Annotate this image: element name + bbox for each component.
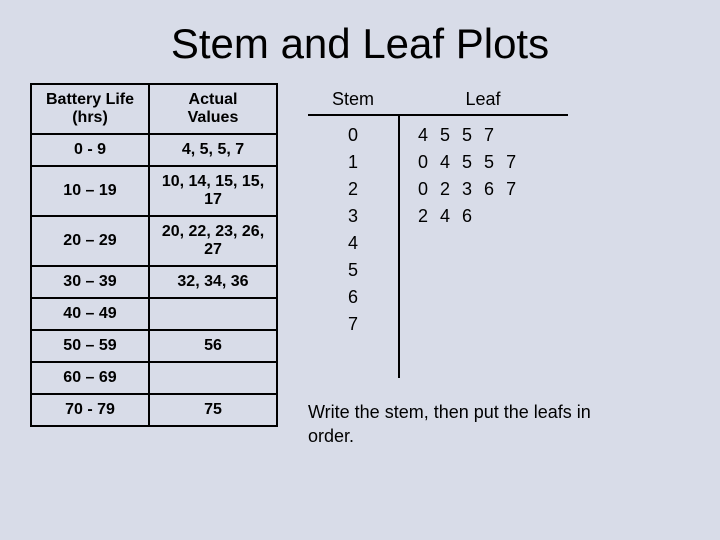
leaf-value: 2 [418, 203, 428, 230]
col-header-values: Actual Values [149, 84, 277, 134]
table-row: 30 – 39 32, 34, 36 [31, 266, 277, 298]
cell-values [149, 298, 277, 330]
table-row: 10 – 19 10, 14, 15, 15, 17 [31, 166, 277, 216]
stem-leaf-area: Stem Leaf 0 1 2 3 4 5 6 7 [308, 83, 690, 449]
leaf-row: 0 4 5 5 7 [418, 149, 516, 176]
leaf-value: 0 [418, 176, 428, 203]
leaf-value: 2 [440, 176, 450, 203]
table-row: 50 – 59 56 [31, 330, 277, 362]
page-title: Stem and Leaf Plots [0, 0, 720, 78]
cell-values: 20, 22, 23, 26, 27 [149, 216, 277, 266]
stem-value: 5 [332, 257, 374, 284]
leaf-row: 0 2 3 6 7 [418, 176, 516, 203]
cell-values: 32, 34, 36 [149, 266, 277, 298]
leaf-value: 4 [418, 122, 428, 149]
content-area: Battery Life (hrs) Actual Values 0 - 9 4… [0, 78, 720, 449]
stem-value: 4 [332, 230, 374, 257]
leaf-value: 6 [462, 203, 472, 230]
leaf-value: 5 [462, 149, 472, 176]
stem-value: 2 [332, 176, 374, 203]
slide: Stem and Leaf Plots Battery Life (hrs) A… [0, 0, 720, 540]
cell-range: 70 - 79 [31, 394, 149, 426]
table-row: 40 – 49 [31, 298, 277, 330]
col-header-range: Battery Life (hrs) [31, 84, 149, 134]
leaf-value: 0 [418, 149, 428, 176]
stem-column: Stem [308, 85, 398, 116]
cell-range: 0 - 9 [31, 134, 149, 166]
cell-values: 4, 5, 5, 7 [149, 134, 277, 166]
stem-value: 0 [332, 122, 374, 149]
instruction-text: Write the stem, then put the leafs in or… [308, 400, 608, 449]
leaf-row: 2 4 6 [418, 203, 516, 230]
data-table-wrap: Battery Life (hrs) Actual Values 0 - 9 4… [30, 83, 278, 449]
leaf-header: Leaf [445, 85, 520, 114]
leaf-value: 4 [440, 203, 450, 230]
table-row: 60 – 69 [31, 362, 277, 394]
stem-value: 1 [332, 149, 374, 176]
stem-value: 6 [332, 284, 374, 311]
leaf-value: 5 [484, 149, 494, 176]
leaf-value: 7 [484, 122, 494, 149]
cell-range: 60 – 69 [31, 362, 149, 394]
cell-range: 20 – 29 [31, 216, 149, 266]
leaf-value: 7 [506, 176, 516, 203]
leaf-value: 3 [462, 176, 472, 203]
leaf-value: 5 [462, 122, 472, 149]
stem-values: 0 1 2 3 4 5 6 7 [308, 116, 400, 378]
cell-range: 50 – 59 [31, 330, 149, 362]
leaf-value: 4 [440, 149, 450, 176]
cell-values: 56 [149, 330, 277, 362]
stem-header: Stem [312, 85, 394, 114]
table-row: 0 - 9 4, 5, 5, 7 [31, 134, 277, 166]
stem-leaf-body: 0 1 2 3 4 5 6 7 4 5 5 7 [308, 116, 690, 378]
leaf-value: 7 [506, 149, 516, 176]
cell-range: 30 – 39 [31, 266, 149, 298]
stem-value: 3 [332, 203, 374, 230]
cell-values: 75 [149, 394, 277, 426]
cell-range: 40 – 49 [31, 298, 149, 330]
stem-leaf-plot: Stem Leaf [308, 85, 690, 116]
table-row: 70 - 79 75 [31, 394, 277, 426]
leaf-value: 6 [484, 176, 494, 203]
table-row: 20 – 29 20, 22, 23, 26, 27 [31, 216, 277, 266]
stem-value: 7 [332, 311, 374, 338]
leaf-row: 4 5 5 7 [418, 122, 516, 149]
cell-range: 10 – 19 [31, 166, 149, 216]
data-table: Battery Life (hrs) Actual Values 0 - 9 4… [30, 83, 278, 427]
leaf-value: 5 [440, 122, 450, 149]
leaf-values: 4 5 5 7 0 4 5 5 7 0 2 3 [400, 116, 526, 378]
cell-values [149, 362, 277, 394]
cell-values: 10, 14, 15, 15, 17 [149, 166, 277, 216]
leaf-column: Leaf [398, 85, 568, 116]
